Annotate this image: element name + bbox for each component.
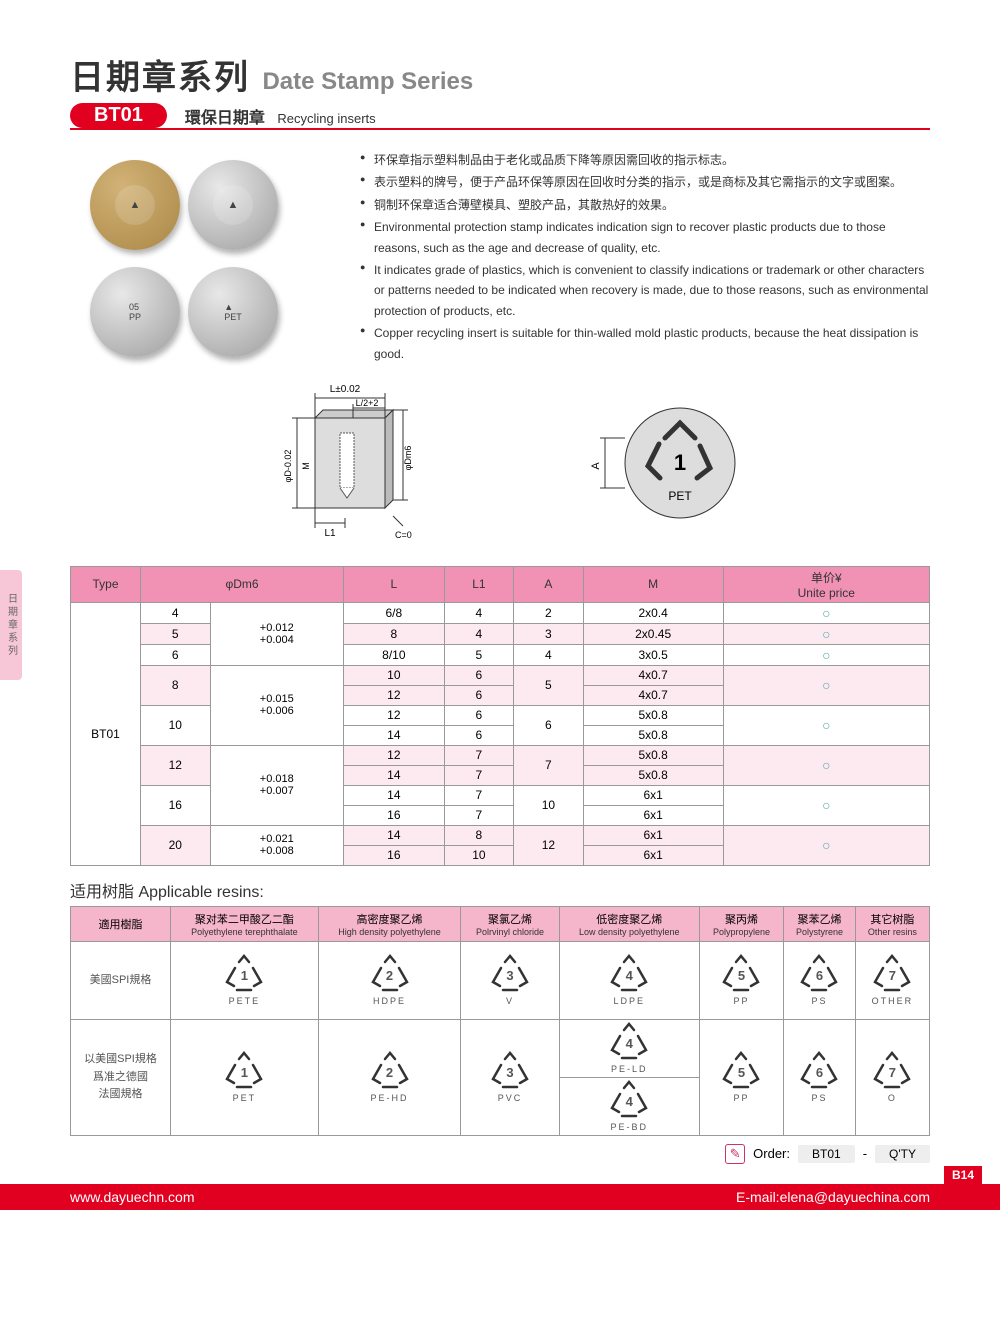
photo-brass: ▲ bbox=[90, 160, 180, 250]
product-code-badge: BT01 bbox=[70, 103, 167, 128]
svg-text:PET: PET bbox=[668, 489, 692, 503]
footer-email: E-mail:elena@dayuechina.com bbox=[736, 1189, 930, 1205]
photo-steel-1: ▲ bbox=[188, 160, 278, 250]
subtitle-en: Recycling inserts bbox=[277, 111, 375, 126]
description-list: 环保章指示塑料制品由于老化或品质下降等原因需回收的指示标志。表示塑料的牌号，便于… bbox=[360, 150, 930, 366]
photo-steel-3: ▲PET bbox=[188, 267, 278, 357]
bullet-item: 铜制环保章适合薄壁模具、塑胶产品，其散热好的效果。 bbox=[360, 195, 930, 215]
footer-url: www.dayuechn.com bbox=[70, 1189, 195, 1205]
svg-text:A: A bbox=[590, 462, 602, 470]
title-en: Date Stamp Series bbox=[262, 68, 473, 95]
order-code: BT01 bbox=[798, 1145, 855, 1163]
red-bar: BT01 環保日期章 Recycling inserts bbox=[70, 103, 930, 130]
svg-text:L±0.02: L±0.02 bbox=[330, 384, 361, 395]
spec-header: Type bbox=[71, 566, 141, 602]
photo-steel-2: 05PP bbox=[90, 267, 180, 357]
resins-title: 适用树脂 Applicable resins: bbox=[70, 878, 930, 902]
spec-header: φDm6 bbox=[141, 566, 344, 602]
bullet-item: Copper recycling insert is suitable for … bbox=[360, 323, 930, 364]
product-photos: ▲ ▲ 05PP ▲PET bbox=[70, 150, 340, 366]
order-dash: - bbox=[863, 1146, 867, 1161]
bullet-item: Environmental protection stamp indicates… bbox=[360, 217, 930, 258]
svg-text:C=0: C=0 bbox=[395, 530, 412, 540]
subtitle: 環保日期章 Recycling inserts bbox=[185, 104, 376, 128]
spec-header: M bbox=[583, 566, 723, 602]
spec-table: TypeφDm6LL1AM单价¥Unite price BT014+0.012+… bbox=[70, 566, 930, 866]
pen-icon: ✎ bbox=[725, 1144, 745, 1164]
svg-text:M: M bbox=[301, 462, 311, 470]
order-qty: Q'TY bbox=[875, 1145, 930, 1163]
spec-header: A bbox=[514, 566, 584, 602]
spec-header: L1 bbox=[444, 566, 514, 602]
technical-diagram: L±0.02 L/2+2 φD-0.02 M φDm6 L1 C=0 1 PET bbox=[70, 378, 930, 548]
svg-text:L1: L1 bbox=[324, 528, 336, 539]
page-number: B14 bbox=[944, 1166, 982, 1184]
side-tab: 日期章系列 bbox=[0, 570, 22, 680]
svg-text:φD-0.02: φD-0.02 bbox=[283, 449, 293, 482]
page-title: 日期章系列 Date Stamp Series bbox=[70, 50, 930, 99]
svg-text:L/2+2: L/2+2 bbox=[356, 398, 379, 408]
svg-text:φDm6: φDm6 bbox=[403, 445, 413, 470]
order-label: Order: bbox=[753, 1146, 790, 1161]
bullet-item: 环保章指示塑料制品由于老化或品质下降等原因需回收的指示标志。 bbox=[360, 150, 930, 170]
subtitle-cn: 環保日期章 bbox=[185, 110, 265, 127]
order-row: ✎ Order: BT01 - Q'TY bbox=[70, 1144, 930, 1164]
spec-header: 单价¥Unite price bbox=[723, 566, 929, 602]
svg-text:1: 1 bbox=[674, 450, 686, 475]
bullet-item: It indicates grade of plastics, which is… bbox=[360, 260, 930, 321]
bullet-item: 表示塑料的牌号，便于产品环保等原因在回收时分类的指示，或是商标及其它需指示的文字… bbox=[360, 172, 930, 192]
resin-table: 適用樹脂聚对苯二甲酸乙二酯Polyethylene terephthalate高… bbox=[70, 906, 930, 1136]
title-cn: 日期章系列 bbox=[70, 59, 250, 97]
spec-header: L bbox=[344, 566, 445, 602]
footer: B14 www.dayuechn.com E-mail:elena@dayuec… bbox=[0, 1184, 1000, 1210]
